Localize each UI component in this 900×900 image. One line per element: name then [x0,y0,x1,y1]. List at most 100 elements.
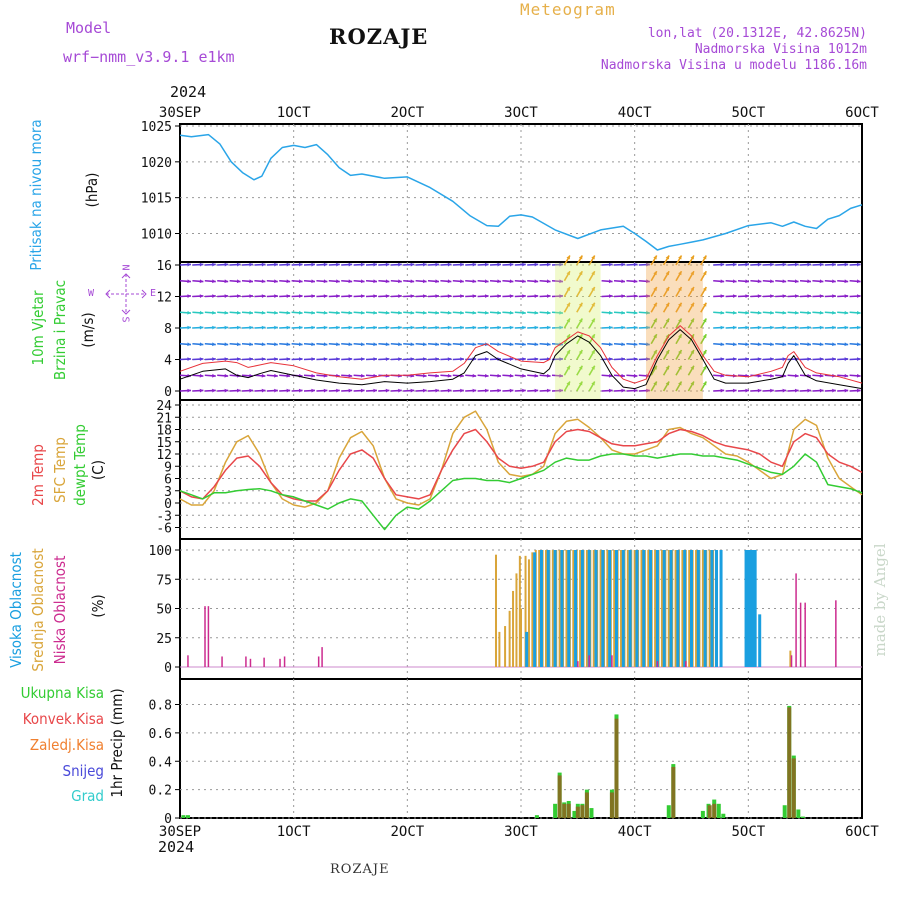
precip-total-bar [700,810,705,818]
wind-arrow-head [447,310,452,315]
wind-arrow-head [410,262,415,267]
precip-conv-bar [557,775,562,818]
cloud-bar [283,656,286,667]
altitude-info: Nadmorska Visina 1012m [694,42,867,57]
wind-arrow-head [819,262,824,267]
wind-arrow-head [702,365,707,370]
cloud-bar [494,554,497,667]
wind-arrow-head [373,279,377,284]
wind-arrow-head [702,302,707,307]
wind-arrow-head [199,279,204,284]
wind-arrow-head [832,294,836,299]
cloud-bar [608,550,612,667]
wind-arrow-head [311,373,315,378]
wind-arrow-head [856,262,861,267]
wind-arrow-head [757,262,762,267]
wind-arrow-head [745,342,749,347]
wind-arrow-head [509,310,514,315]
wind-ytick-label: 12 [156,291,172,306]
wind-arrow-head [690,365,694,370]
wind-arrow-head [497,262,501,267]
wind-arrow-head [621,388,625,393]
wind-arrow-head [794,294,799,299]
wind-arrow-head [298,310,303,315]
wind-arrow-head [484,325,489,330]
wind-arrow-head [311,388,315,393]
wind-arrow-head [578,255,583,260]
wind-arrow-head [261,357,266,362]
wind-arrow-head [261,373,266,378]
precip-conv-bar [562,803,567,818]
wind-arrow-head [212,310,216,315]
wind-arrow-head [621,310,625,315]
cloud-bar [655,550,659,667]
wind-arrow-head [435,357,439,362]
cloud-bar [508,610,511,667]
wind-arrow-head [578,286,583,291]
wind-arrow-head [522,310,526,315]
wind-arrow-head [807,279,811,284]
wind-arrow-head [665,349,670,354]
wind-arrow-head [757,357,762,362]
wind-arrow-head [720,342,725,347]
wind-arrow-head [665,318,670,323]
wind-arrow-head [410,325,415,330]
wind-arrow-head [745,262,749,267]
wind-arrow-head [522,262,526,267]
cloud-bar [710,550,714,667]
wind-arrow-head [274,357,278,362]
wind-arrow-head [261,388,266,393]
wind-arrow-head [807,388,811,393]
cloud-bar [572,550,575,667]
wind-arrow-head [460,357,464,362]
wind-arrow-head [621,294,625,299]
cloud-bar [789,650,792,667]
precip-conv-bar [787,707,792,818]
wind-arrow-head [509,373,514,378]
wind-arrow-head [249,262,253,267]
wind-arrow-head [653,318,657,323]
cloud-bar [674,550,677,667]
wind-arrow-head [745,310,749,315]
cloud-bar [520,608,522,667]
wind-arrow-head [199,388,204,393]
pressure-frame [179,123,863,263]
wind-arrow-head [348,294,353,299]
wind-arrow-head [472,325,477,330]
wind-arrow-head [323,325,328,330]
wind-arrow-head [782,342,787,347]
precip-conv-bar [566,803,571,818]
wind-arrow-head [534,310,539,315]
wind-arrow-head [621,325,625,330]
footer-station: ROZAJE [330,862,390,877]
wind-arrow-head [460,294,464,299]
wind-arrow-head [794,325,799,330]
precip-total-label: Ukupna Kisa [20,684,104,702]
precip-conv-bar [614,718,619,818]
precip-panel: 0 0.2 0.4 0.6 0.8 [149,678,863,827]
wind-arrow-head [732,279,737,284]
pressure-ytick-label: 1025 [141,120,172,135]
precip-total-bar [716,803,721,818]
wind-arrow-head [559,373,563,378]
cloud-bar [628,550,632,667]
wind-arrow-head [224,262,229,267]
wind-arrow-head [348,357,353,362]
precip-conv-bar [575,806,580,818]
wind-arrow-head [720,373,725,378]
wind-arrow-head [447,294,452,299]
wind-arrow-head [187,279,191,284]
wind-arrow-head [422,342,427,347]
wind-ytick-label: 0 [164,385,172,400]
wind-arrow-head [782,388,787,393]
cloud-bar [642,550,646,667]
wind-arrow-head [435,388,439,393]
wind-arrow-head [782,294,787,299]
wind-arrow-head [844,294,849,299]
wind-arrow-head [348,388,353,393]
wind-arrow-head [422,279,427,284]
wind-arrow-head [236,279,241,284]
wind-arrow-head [298,262,303,267]
wind-arrow-head [385,279,390,284]
wind-arrow-head [566,349,570,354]
